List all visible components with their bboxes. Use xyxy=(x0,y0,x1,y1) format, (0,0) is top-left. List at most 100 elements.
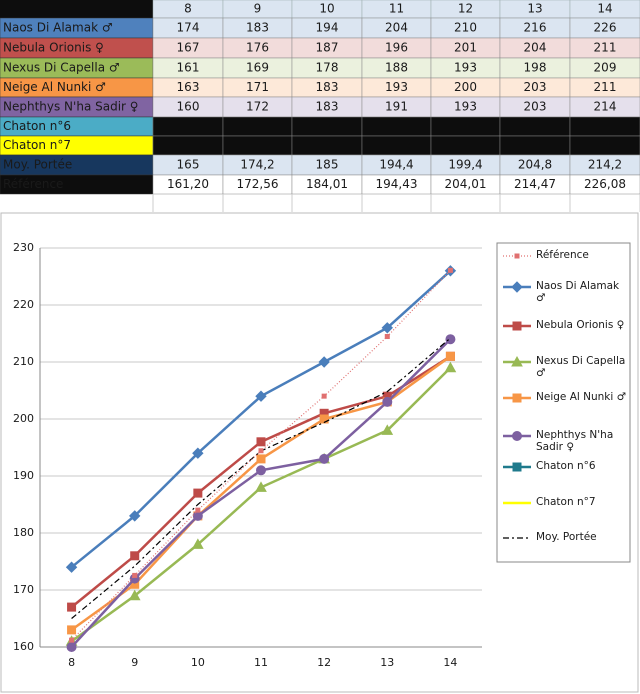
cell-value: 193 xyxy=(454,61,477,75)
column-header: 12 xyxy=(458,2,473,16)
marker xyxy=(447,267,453,273)
marker xyxy=(129,510,141,522)
marker xyxy=(66,642,77,652)
cell xyxy=(291,135,363,156)
legend-label: Moy. Portée xyxy=(536,531,597,543)
cell xyxy=(430,135,501,156)
y-tick-label: 160 xyxy=(13,640,34,653)
cell-value: 210 xyxy=(454,21,477,35)
legend-entry: Nebula Orionis ♀ xyxy=(536,319,625,331)
marker xyxy=(256,437,266,447)
cell xyxy=(222,135,293,156)
cell xyxy=(499,116,571,137)
legend-marker xyxy=(512,393,522,403)
x-tick-label: 8 xyxy=(68,656,75,669)
cell-value: 183 xyxy=(316,100,339,114)
header-corner xyxy=(0,0,153,18)
marker xyxy=(382,396,393,407)
legend-label: Nephthys N'ha Sadir ♀ xyxy=(536,429,614,453)
legend-entry: Moy. Portée xyxy=(536,531,597,543)
column-header: 10 xyxy=(319,2,334,16)
row-label: Naos Di Alamak ♂ xyxy=(3,21,113,35)
marker xyxy=(128,589,141,601)
cell-value: 226 xyxy=(594,21,617,35)
cell-value: 184,01 xyxy=(306,177,348,191)
cell xyxy=(569,174,640,195)
cell xyxy=(222,116,293,137)
marker xyxy=(384,334,390,340)
x-tick-label: 14 xyxy=(443,656,457,669)
cell-value: 214,47 xyxy=(514,177,556,191)
y-tick-label: 220 xyxy=(13,298,34,311)
cell xyxy=(569,135,640,156)
legend-label: Chaton n°7 xyxy=(536,496,596,508)
column-header: 8 xyxy=(184,2,192,16)
row-label: Référence xyxy=(3,177,63,191)
legend-label: Référence xyxy=(536,249,589,261)
marker xyxy=(67,625,77,635)
cell-value: 174,2 xyxy=(240,158,274,172)
marker xyxy=(65,561,78,573)
legend-entry: Chaton n°7 xyxy=(536,496,596,508)
marker xyxy=(258,448,264,454)
cell-value: 174 xyxy=(177,21,200,35)
cell-value: 204,01 xyxy=(445,177,487,191)
legend-entry: Nephthys N'ha Sadir ♀ xyxy=(536,429,614,453)
marker xyxy=(67,602,77,612)
cell xyxy=(499,135,571,156)
cell-value: 191 xyxy=(385,100,408,114)
marker xyxy=(256,454,266,464)
marker xyxy=(381,322,393,334)
marker xyxy=(381,424,394,435)
column-header: 13 xyxy=(527,2,542,16)
cell-value: 211 xyxy=(594,41,617,55)
marker xyxy=(192,447,204,459)
row-label: Chaton n°7 xyxy=(3,138,71,152)
cell xyxy=(430,116,501,137)
cell-value: 216 xyxy=(524,21,547,35)
cell-value: 176 xyxy=(246,41,269,55)
legend-entry: Référence xyxy=(536,249,589,261)
row-label: Nephthys N'ha Sadir ♀ xyxy=(3,100,139,114)
cell-value: 204 xyxy=(385,21,408,35)
cell-value: 163 xyxy=(177,80,200,94)
legend-entry: Chaton n°6 xyxy=(536,460,596,472)
marker xyxy=(192,538,204,549)
cell-value: 194,43 xyxy=(376,177,418,191)
y-tick-label: 180 xyxy=(13,526,34,539)
cell-value: 178 xyxy=(316,61,339,75)
legend-entry: Neige Al Nunki ♂ xyxy=(536,391,627,403)
cell-value: 193 xyxy=(454,100,477,114)
cell-value: 188 xyxy=(385,61,408,75)
marker xyxy=(445,351,455,361)
column-header: 14 xyxy=(597,2,612,16)
cell-value: 199,4 xyxy=(448,158,482,172)
legend-label: Neige Al Nunki ♂ xyxy=(536,391,627,403)
cell-value: 204,8 xyxy=(518,158,552,172)
cell-value: 226,08 xyxy=(584,177,626,191)
marker xyxy=(69,637,75,643)
cell-value: 161,20 xyxy=(167,177,209,191)
legend-entry: Naos Di Alamak ♂ xyxy=(536,280,619,304)
marker xyxy=(193,488,203,498)
x-tick-label: 12 xyxy=(317,656,331,669)
cell xyxy=(291,116,363,137)
legend-marker xyxy=(512,321,522,331)
legend-marker xyxy=(512,462,522,472)
cell-value: 198 xyxy=(524,61,547,75)
cell-value: 209 xyxy=(594,61,617,75)
x-tick-label: 10 xyxy=(191,656,205,669)
legend-label: Nebula Orionis ♀ xyxy=(536,319,625,331)
cell-value: 161 xyxy=(177,61,200,75)
cell-value: 203 xyxy=(524,100,547,114)
legend-marker xyxy=(512,431,522,441)
cell-value: 167 xyxy=(177,41,200,55)
cell-value: 203 xyxy=(524,80,547,94)
cell xyxy=(152,135,224,156)
legend-marker xyxy=(511,281,523,293)
cell-value: 200 xyxy=(454,80,477,94)
row-label: Nebula Orionis ♀ xyxy=(3,41,104,55)
marker xyxy=(318,356,330,368)
cell-value: 160 xyxy=(177,100,200,114)
row-label: Neige Al Nunki ♂ xyxy=(3,80,106,94)
